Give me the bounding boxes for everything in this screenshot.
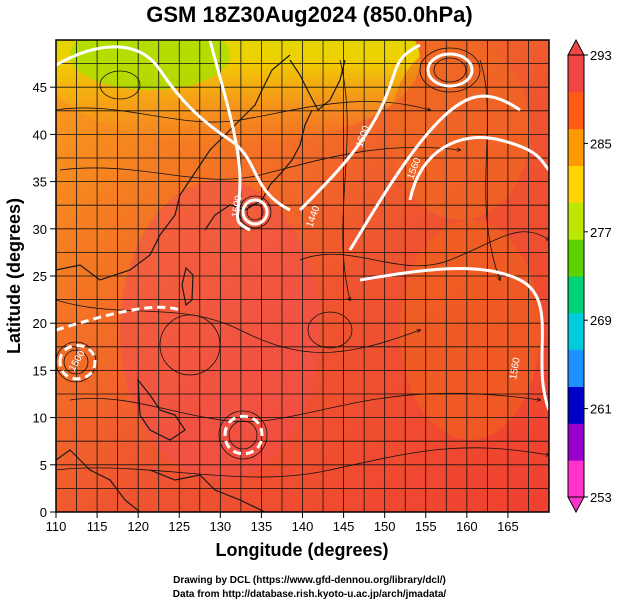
coastlines xyxy=(56,54,346,512)
x-tick-label: 145 xyxy=(333,519,355,534)
y-tick-label: 40 xyxy=(33,127,47,142)
x-tick-label: 150 xyxy=(374,519,396,534)
colorbar-swatch xyxy=(568,165,584,203)
y-tick-label: 5 xyxy=(40,458,47,473)
y-tick-label: 10 xyxy=(33,411,47,426)
credit-data: Data from http://database.rish.kyoto-u.a… xyxy=(172,589,447,600)
y-tick-label: 35 xyxy=(33,175,47,190)
y-tick-label: 45 xyxy=(33,80,47,95)
y-axis: 0 5 10 15 20 25 30 35 40 45 xyxy=(33,80,56,520)
x-tick-label: 130 xyxy=(209,519,231,534)
colorbar-swatch xyxy=(568,55,584,93)
credit-drawing: Drawing by DCL (https://www.gfd-dennou.o… xyxy=(173,575,446,586)
colorbar-frame xyxy=(567,54,585,498)
x-tick-label: 110 xyxy=(46,519,67,534)
colorbar-label: 277 xyxy=(590,225,612,240)
x-tick-label: 125 xyxy=(168,519,190,534)
lat-lon-grid xyxy=(56,40,549,512)
colorbar-label: 293 xyxy=(590,48,612,63)
colorbar-swatch xyxy=(568,349,584,387)
map-title: GSM 18Z30Aug2024 (850.0hPa) xyxy=(146,2,473,27)
y-tick-label: 15 xyxy=(33,363,47,378)
y-axis-label: Latitude (degrees) xyxy=(4,198,24,354)
contour-label: 1500 xyxy=(230,194,245,218)
y-tick-label: 0 xyxy=(40,505,47,520)
y-tick-label: 25 xyxy=(33,269,47,284)
contour-label: 1560 xyxy=(508,356,523,380)
x-tick-label: 160 xyxy=(456,519,478,534)
colorbar-label: 269 xyxy=(590,313,612,328)
colorbar-swatch xyxy=(568,423,584,461)
colorbar-label: 285 xyxy=(590,136,612,151)
colorbar-label: 253 xyxy=(590,490,612,505)
colorbar-bottom-arrow xyxy=(567,496,585,514)
colorbar-swatch xyxy=(568,128,584,166)
colorbar-swatch xyxy=(568,460,584,498)
y-tick-label: 20 xyxy=(33,316,47,331)
x-tick-label: 135 xyxy=(251,519,273,534)
colorbar-swatch xyxy=(568,202,584,240)
x-tick-label: 165 xyxy=(497,519,519,534)
colorbar-top-arrow xyxy=(567,38,585,56)
height-contours xyxy=(56,40,549,456)
x-tick-label: 140 xyxy=(292,519,314,534)
x-tick-label: 120 xyxy=(127,519,149,534)
colorbar-swatch xyxy=(568,312,584,351)
temperature-field xyxy=(56,40,549,512)
colorbar: 293 285 277 269 261 253 xyxy=(567,38,612,514)
x-tick-label: 155 xyxy=(415,519,437,534)
x-tick-label: 115 xyxy=(87,519,108,534)
map-canvas: 1500 1560 1440 1500 1560 1500 110 115 120 1… xyxy=(4,38,612,560)
colorbar-label: 261 xyxy=(590,402,612,417)
x-axis-label: Longitude (degrees) xyxy=(215,540,388,560)
colorbar-swatch xyxy=(568,276,584,314)
colorbar-swatch xyxy=(568,239,584,277)
colorbar-swatch xyxy=(568,91,584,130)
colorbar-swatch xyxy=(568,386,584,424)
y-tick-label: 30 xyxy=(33,222,47,237)
x-axis: 110 115 120 125 130 135 140 145 150 155 160 165 xyxy=(46,512,519,534)
